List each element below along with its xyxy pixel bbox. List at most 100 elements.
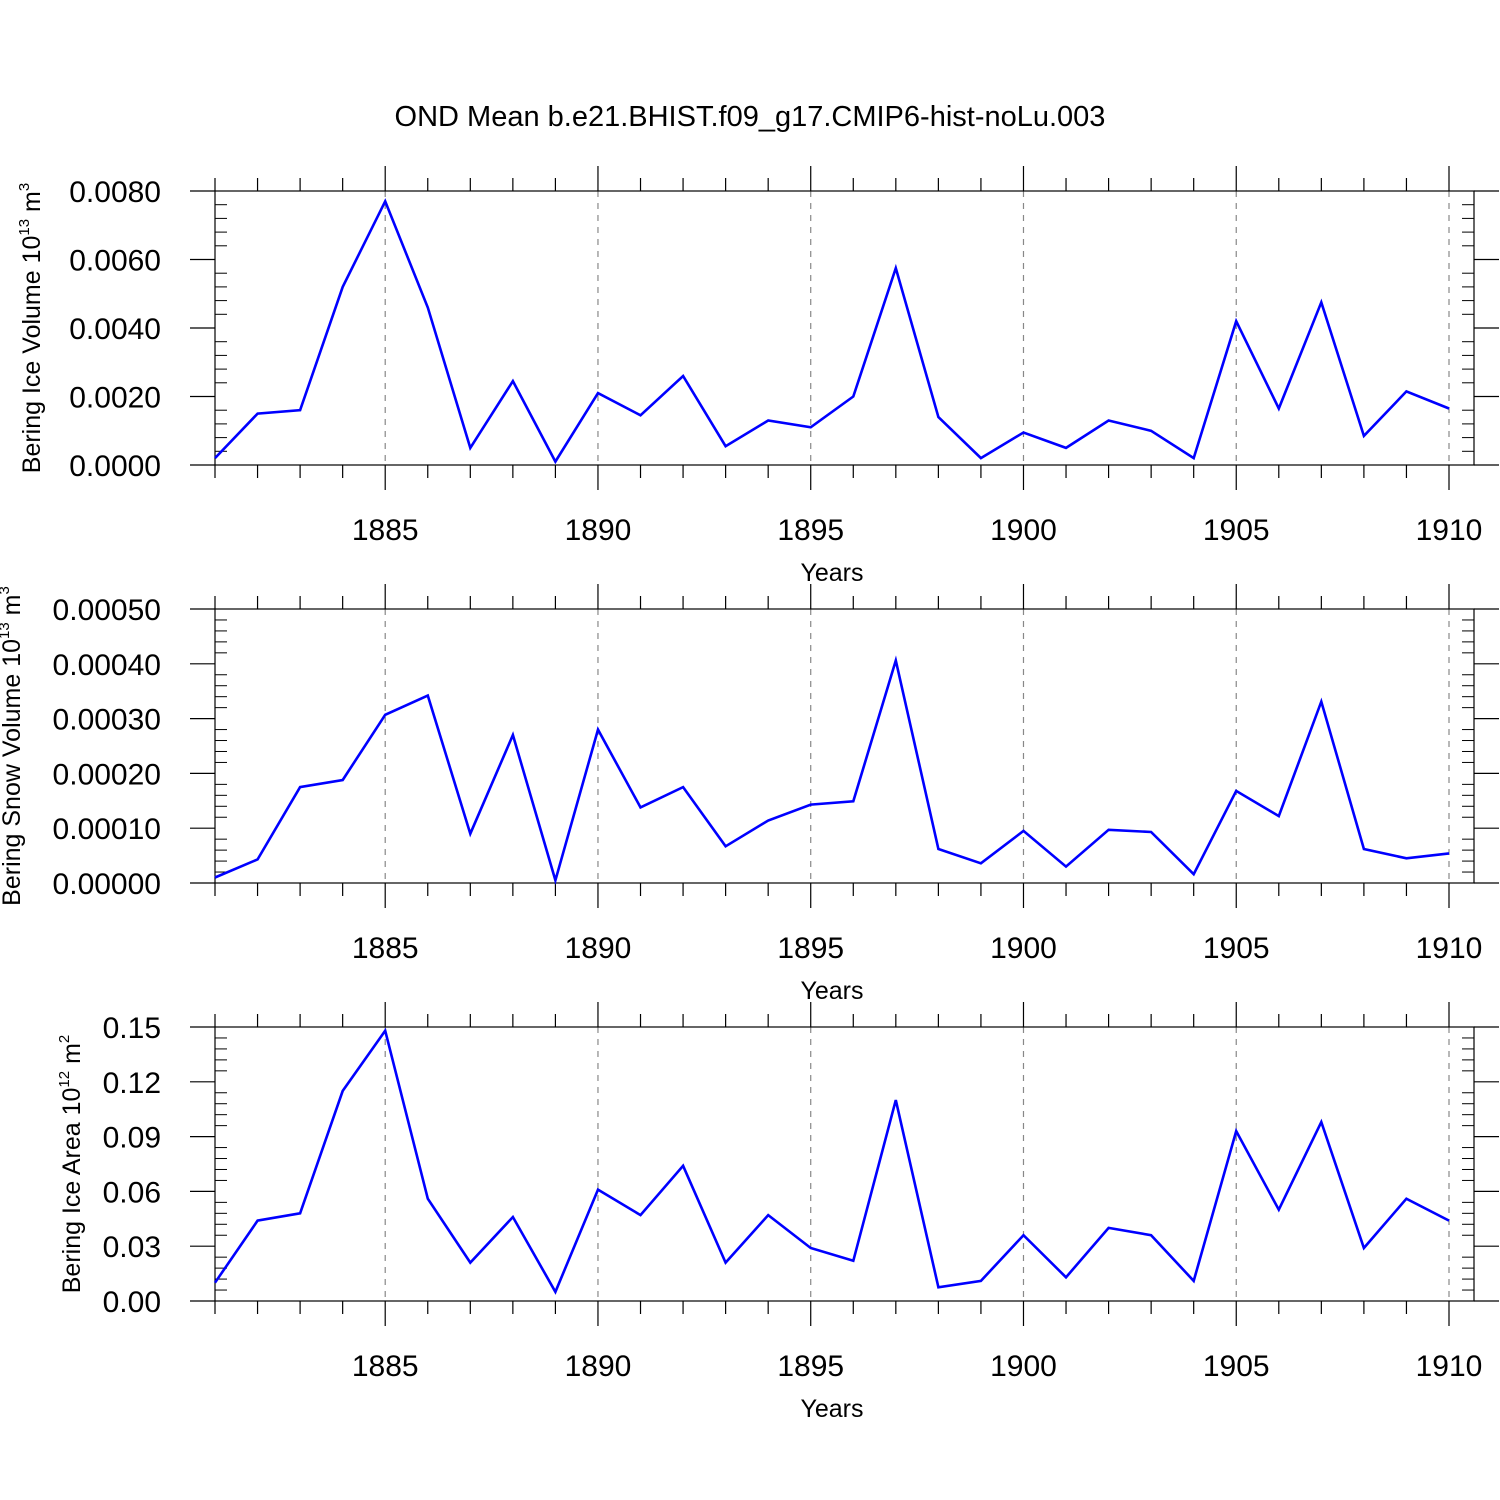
x-tick-label-1890: 1890: [565, 932, 632, 965]
x-tick-label-1900: 1900: [990, 1350, 1057, 1383]
data-point-1908: [1362, 847, 1366, 851]
data-point-1901: [1064, 1275, 1068, 1279]
data-point-1906: [1277, 1208, 1281, 1212]
data-point-1892: [681, 785, 685, 789]
series-line: [213, 1027, 1450, 1295]
x-tick-label-1895: 1895: [777, 514, 844, 547]
data-point-1891: [639, 1213, 643, 1217]
data-point-1908: [1362, 1246, 1366, 1250]
data-point-1899: [979, 456, 983, 460]
y-axis-title: Bering Ice Area 1012 m2: [56, 1035, 86, 1294]
data-point-1907: [1319, 700, 1323, 704]
data-point-1899: [979, 861, 983, 865]
data-point-1888: [511, 1215, 515, 1219]
data-point-1889: [553, 878, 557, 882]
data-point-1895: [809, 803, 813, 807]
data-point-1909: [1404, 389, 1408, 393]
data-point-1883: [298, 785, 302, 789]
data-point-1898: [936, 1285, 940, 1289]
data-point-1885: [383, 1029, 387, 1033]
data-point-1890: [596, 728, 600, 732]
x-tick-label-1910: 1910: [1416, 514, 1483, 547]
data-point-1908: [1362, 434, 1366, 438]
data-point-1882: [256, 412, 260, 416]
data-point-1901: [1064, 446, 1068, 450]
y-tick-label: 0.00010: [53, 813, 161, 846]
plot-frame: [214, 190, 1475, 466]
y-axis-title-exponent: 13: [0, 622, 13, 639]
x-tick-label-1895: 1895: [777, 932, 844, 965]
data-point-1886: [426, 694, 430, 698]
data-point-1905: [1234, 1129, 1238, 1133]
y-tick-label: 0.00030: [53, 704, 161, 737]
y-axis-title: Bering Snow Volume 1013 m3: [0, 586, 26, 906]
data-point-1892: [681, 1164, 685, 1168]
data-point-1883: [298, 408, 302, 412]
y-tick-label: 0.0040: [69, 313, 161, 346]
data-point-1898: [936, 415, 940, 419]
y-tick-label: 0.00000: [53, 868, 161, 901]
data-point-1903: [1149, 429, 1153, 433]
data-point-1897: [894, 659, 898, 663]
y-axis-title-base: Bering Ice Area 10: [58, 1088, 86, 1294]
data-point-1889: [553, 1290, 557, 1294]
data-point-1892: [681, 374, 685, 378]
data-point-1902: [1107, 418, 1111, 422]
x-axis-title: Years: [800, 977, 863, 1005]
data-point-1887: [468, 832, 472, 836]
y-tick-label: 0.00050: [53, 594, 161, 627]
y-tick-label: 0.0020: [69, 382, 161, 415]
data-point-1888: [511, 733, 515, 737]
panel-2: 0.00000 0.00010 0.00020 0.00030 0.00040 0.000…: [0, 584, 1499, 1005]
y-axis-title-unit: m: [0, 595, 26, 623]
y-tick-label: 0.00040: [53, 649, 161, 682]
data-point-1891: [639, 805, 643, 809]
y-axis-title-unit: m: [18, 191, 46, 219]
data-point-1899: [979, 1279, 983, 1283]
data-point-1894: [766, 1213, 770, 1217]
plot-frame: [214, 1026, 1475, 1302]
x-tick-label-1885: 1885: [352, 514, 419, 547]
data-point-1903: [1149, 830, 1153, 834]
data-point-1896: [851, 799, 855, 803]
data-point-1896: [851, 1259, 855, 1263]
y-axis-title-unit-exponent: 2: [56, 1035, 73, 1043]
data-point-1905: [1234, 789, 1238, 793]
data-point-1897: [894, 1098, 898, 1102]
data-point-1893: [724, 1261, 728, 1265]
data-point-1887: [468, 446, 472, 450]
data-point-1900: [1021, 829, 1025, 833]
data-point-1902: [1107, 828, 1111, 832]
x-tick-label-1905: 1905: [1203, 932, 1270, 965]
data-point-1905: [1234, 319, 1238, 323]
data-point-1896: [851, 395, 855, 399]
data-point-1884: [341, 1089, 345, 1093]
x-tick-label-1910: 1910: [1416, 932, 1483, 965]
y-tick-label: 0.06: [103, 1176, 161, 1209]
y-tick-label: 0.0000: [69, 450, 161, 483]
data-point-1900: [1021, 1233, 1025, 1237]
x-tick-label-1905: 1905: [1203, 514, 1270, 547]
data-point-1909: [1404, 856, 1408, 860]
figure-title: OND Mean b.e21.BHIST.f09_g17.CMIP6-hist-…: [395, 101, 1106, 133]
x-tick-label-1905: 1905: [1203, 1350, 1270, 1383]
data-point-1900: [1021, 430, 1025, 434]
data-point-1907: [1319, 300, 1323, 304]
data-point-1882: [256, 1219, 260, 1223]
data-point-1906: [1277, 406, 1281, 410]
data-point-1910: [1447, 1219, 1451, 1223]
y-axis-title-unit-exponent: 3: [0, 586, 13, 594]
data-point-1886: [426, 305, 430, 309]
data-point-1901: [1064, 865, 1068, 869]
data-point-1886: [426, 1197, 430, 1201]
data-point-1889: [553, 460, 557, 464]
y-axis-title-base: Bering Snow Volume 10: [0, 639, 26, 906]
y-tick-label: 0.0060: [69, 245, 161, 278]
series-line: [214, 198, 1450, 465]
y-axis-title: Bering Ice Volume 1013 m3: [16, 183, 46, 473]
data-point-1890: [596, 1188, 600, 1192]
y-tick-label: 0.09: [103, 1122, 161, 1155]
data-point-1881: [213, 456, 217, 460]
data-point-1881: [213, 1281, 217, 1285]
